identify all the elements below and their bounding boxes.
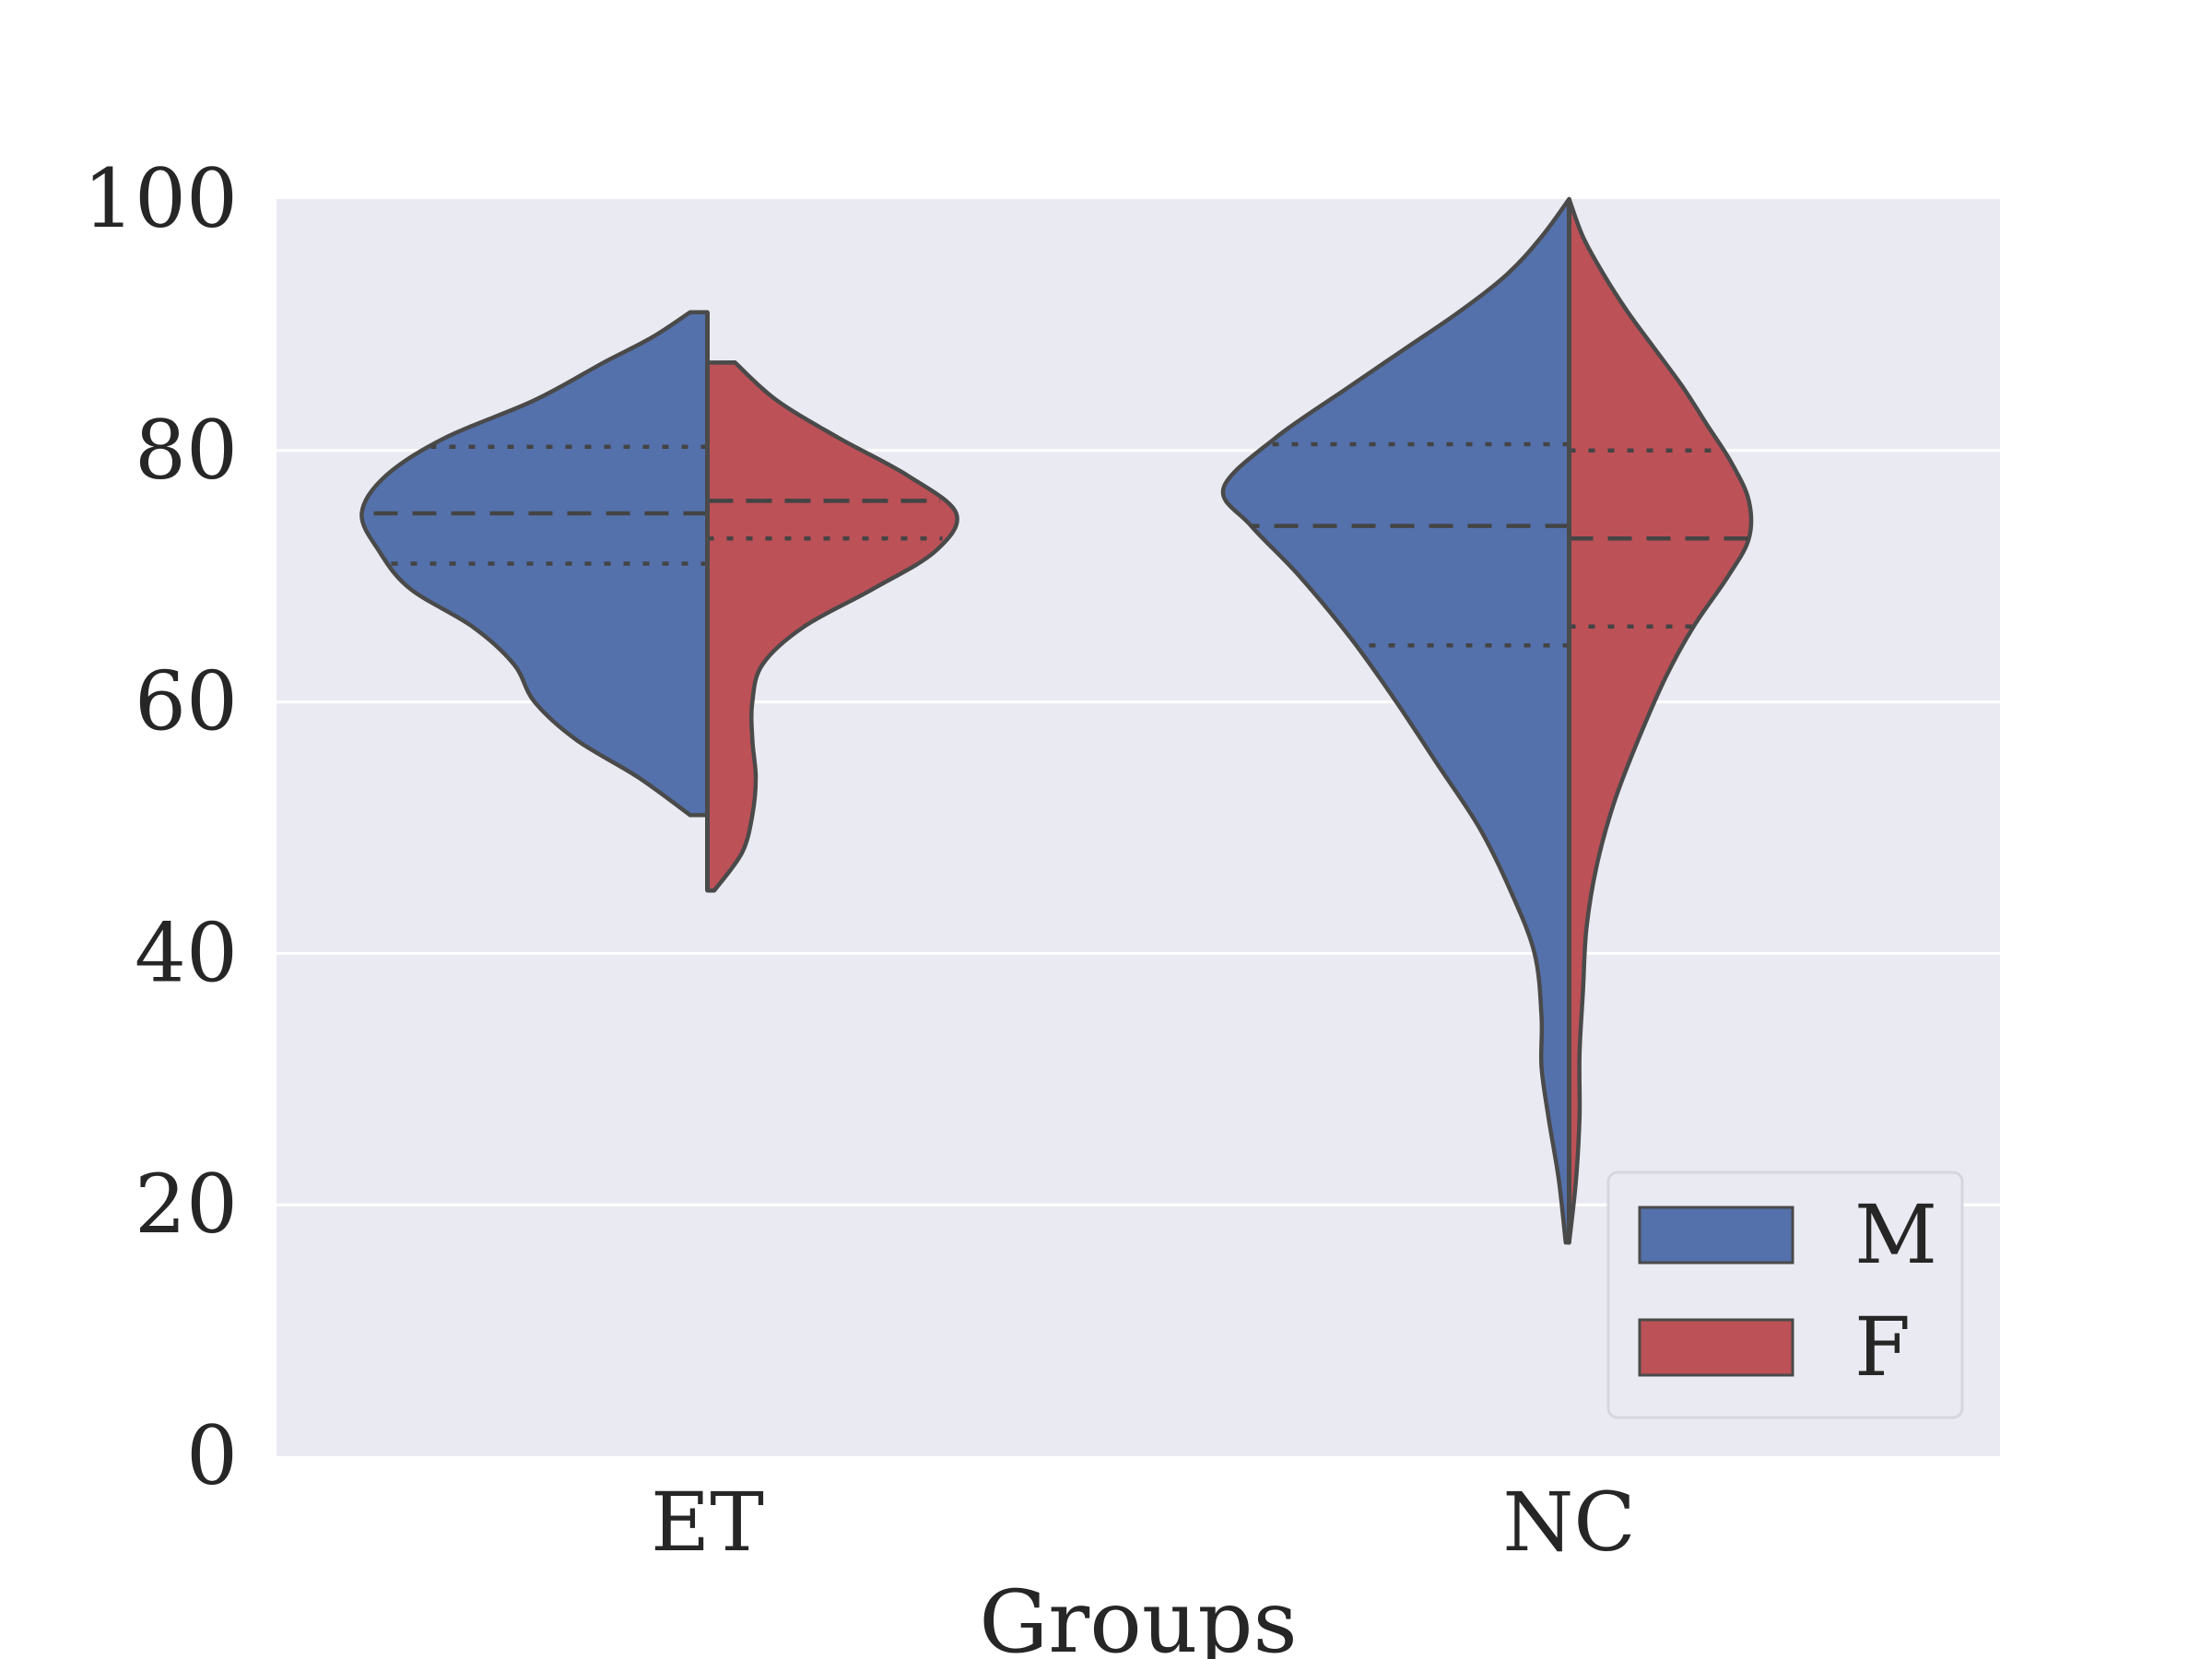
x-tick-label: NC xyxy=(1502,1475,1635,1570)
y-tick-label: 40 xyxy=(135,905,238,1000)
y-tick-label: 60 xyxy=(135,654,238,749)
violin-half-M-ET xyxy=(359,310,710,818)
violin-half-F-ET xyxy=(705,360,959,893)
x-axis-ticks: ET NC xyxy=(651,1475,1636,1570)
y-tick-label: 20 xyxy=(135,1157,238,1252)
legend-swatch xyxy=(1638,1206,1794,1265)
violin-half-M-NC xyxy=(1220,196,1571,1245)
x-tick-label: ET xyxy=(651,1475,764,1570)
y-tick-label: 0 xyxy=(186,1408,238,1503)
y-tick-label: 100 xyxy=(83,151,238,246)
legend-swatch xyxy=(1638,1318,1794,1377)
legend-label: M xyxy=(1854,1187,1937,1282)
violin-half-F-NC xyxy=(1567,196,1754,1245)
legend: MF xyxy=(1606,1171,1964,1419)
violins xyxy=(359,196,1754,1245)
y-tick-label: 80 xyxy=(135,403,238,498)
legend-label: F xyxy=(1854,1300,1911,1394)
x-axis-label: Groups xyxy=(979,1572,1298,1659)
y-axis-ticks: 0 20 40 60 80 100 xyxy=(83,151,238,1503)
